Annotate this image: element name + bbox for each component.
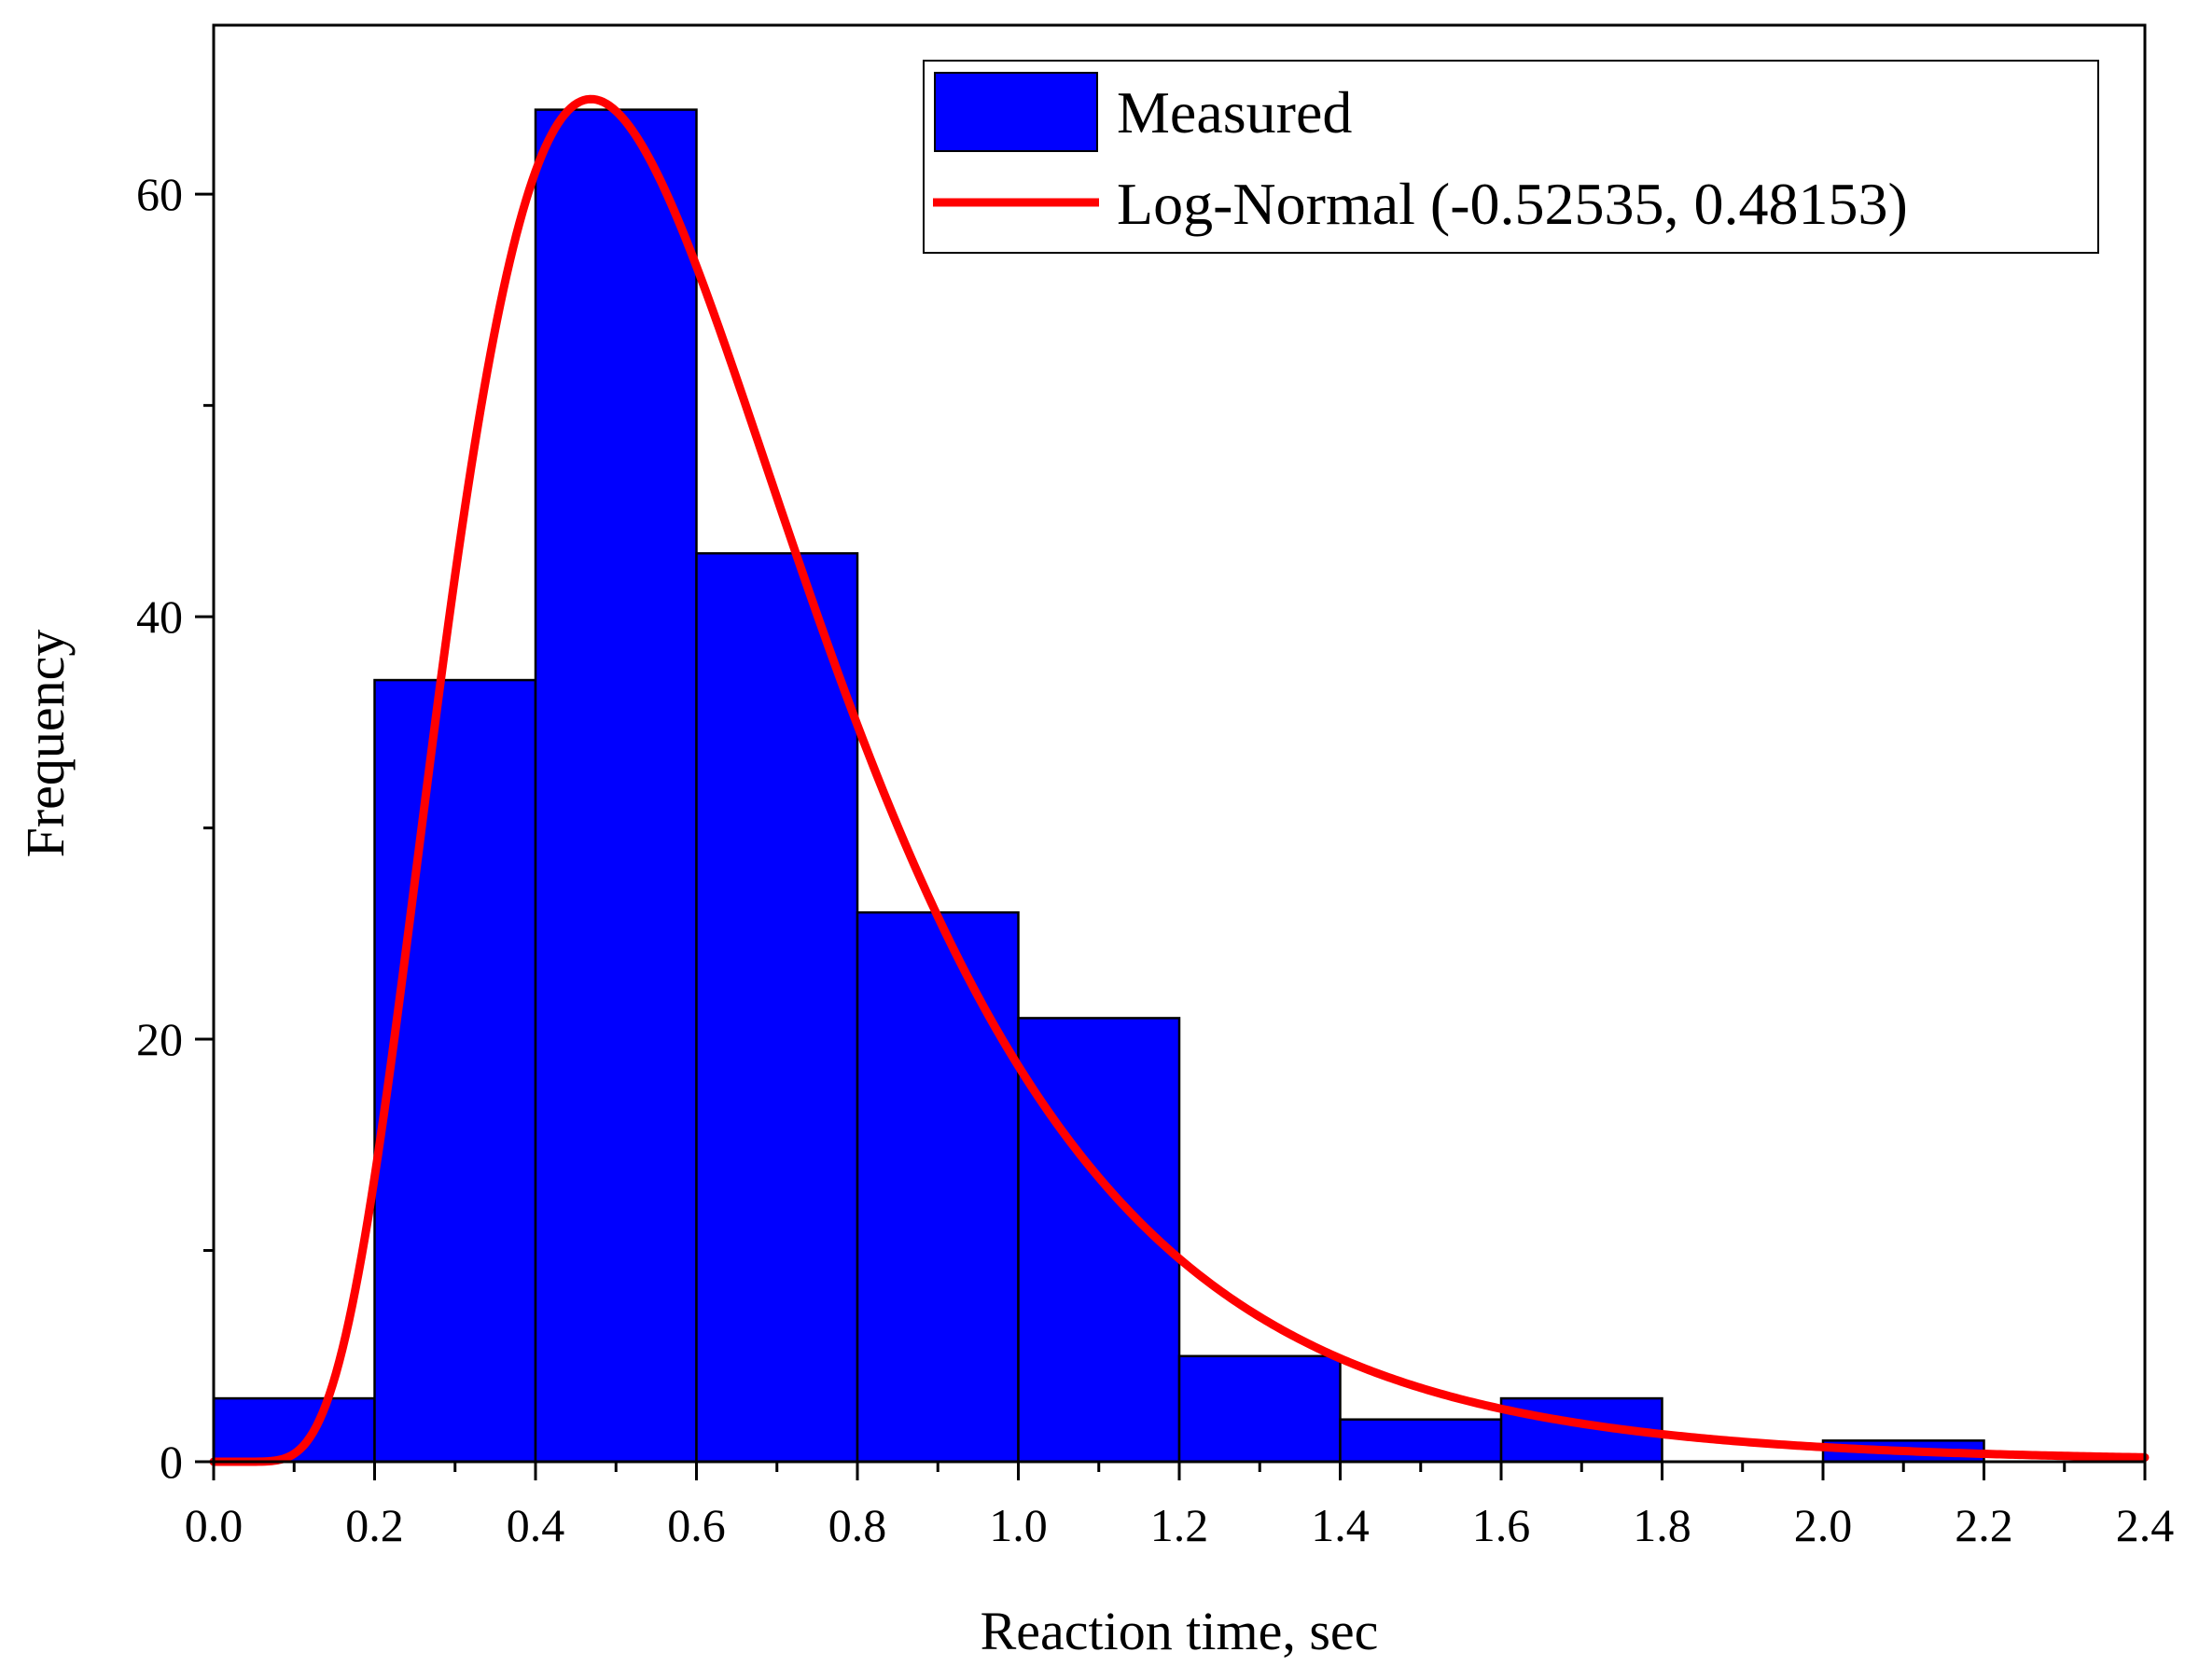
x-axis-title: Reaction time, sec <box>981 1601 1379 1661</box>
y-axis-title: Frequency <box>15 630 76 858</box>
x-tick-label: 1.4 <box>1311 1499 1370 1551</box>
x-axis-ticks: 0.0 0.2 0.4 0.6 0.8 1.0 1.2 1.4 1.6 1.8 2.0 2.2 2.4 <box>185 1462 2175 1551</box>
histogram-bar-1 <box>373 678 537 1464</box>
x-tick-label: 1.8 <box>1633 1499 1691 1551</box>
y-tick-label: 60 <box>136 168 183 220</box>
x-tick-label: 1.2 <box>1150 1499 1209 1551</box>
histogram-bar-6 <box>1177 1354 1342 1464</box>
x-tick-label: 0.2 <box>345 1499 404 1551</box>
x-tick-label: 2.2 <box>1955 1499 2013 1551</box>
legend-label-measured: Measured <box>1117 79 1352 146</box>
x-tick-label: 0.4 <box>507 1499 565 1551</box>
x-tick-label: 0.6 <box>667 1499 726 1551</box>
x-tick-label: 2.0 <box>1794 1499 1853 1551</box>
lognormal-fit-curve <box>209 94 2150 1466</box>
y-tick-label: 20 <box>136 1013 183 1065</box>
y-axis-ticks: 0 20 40 60 <box>136 168 214 1488</box>
legend-swatch-measured <box>934 72 1098 152</box>
x-tick-label: 0.8 <box>828 1499 887 1551</box>
histogram-bars <box>212 108 1985 1464</box>
y-tick-label: 40 <box>136 590 183 643</box>
legend-box <box>923 60 2099 254</box>
histogram-bar-4 <box>856 910 1020 1464</box>
histogram-bar-7 <box>1339 1418 1503 1464</box>
x-tick-label: 1.0 <box>989 1499 1048 1551</box>
x-tick-label: 0.0 <box>185 1499 244 1551</box>
y-tick-label: 0 <box>160 1436 183 1488</box>
x-tick-label: 2.4 <box>2116 1499 2175 1551</box>
x-tick-label: 1.6 <box>1472 1499 1531 1551</box>
legend: Measured Log-Normal (-0.52535, 0.48153) <box>923 60 2099 254</box>
histogram-bar-2 <box>534 108 698 1464</box>
legend-label-lognormal: Log-Normal (-0.52535, 0.48153) <box>1117 171 1908 237</box>
histogram-bar-3 <box>695 551 859 1464</box>
